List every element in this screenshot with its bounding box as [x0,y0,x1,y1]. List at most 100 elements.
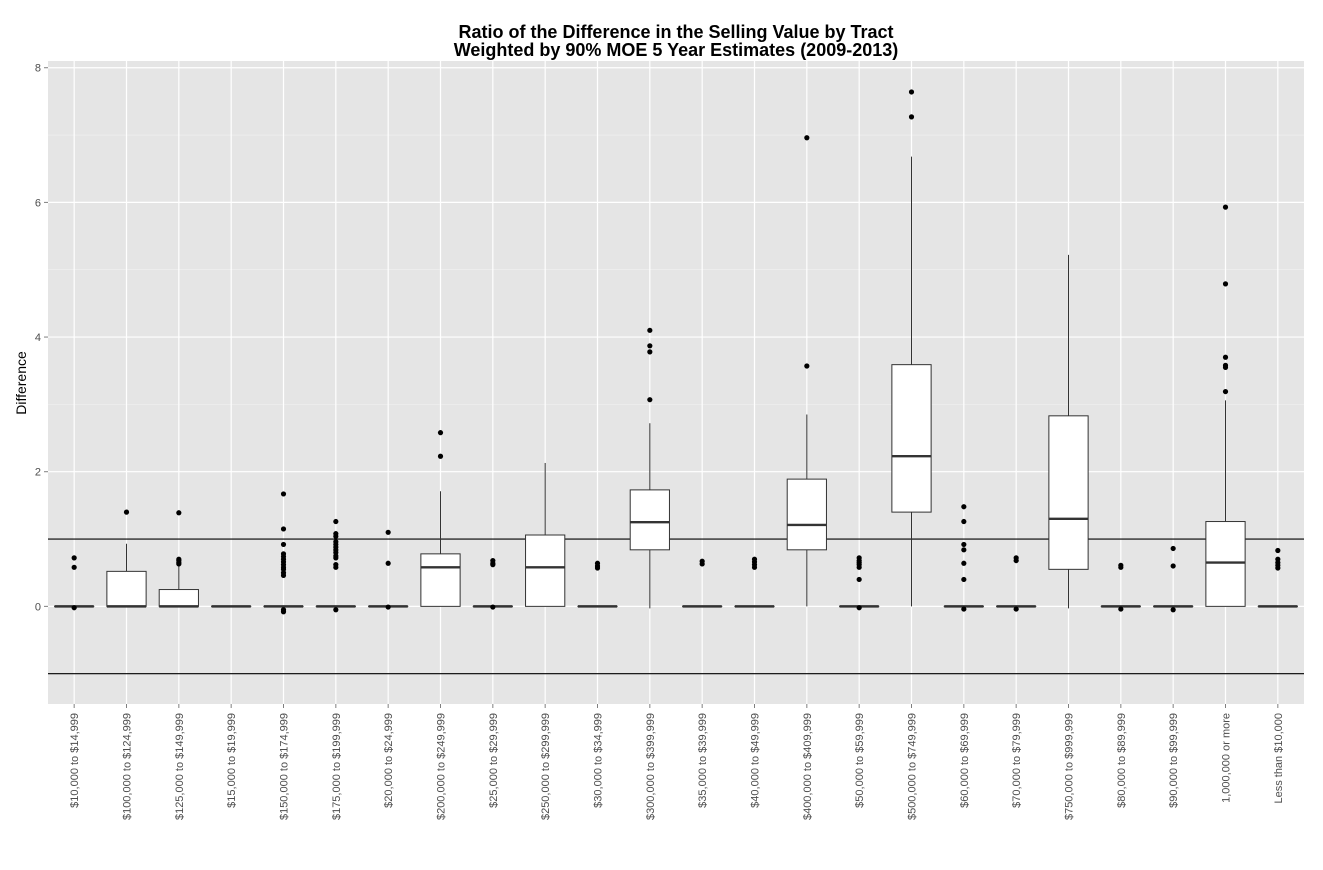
outlier-point [908,89,915,95]
outlier-point [804,135,810,141]
outlier-point [1170,545,1176,552]
outlier-point [385,529,391,535]
outlier-point [123,509,130,515]
outlier-point [961,560,967,566]
outlier-point [961,518,967,525]
box-body [1048,415,1089,570]
outlier-point [594,565,601,571]
outlier-point [385,560,391,566]
box-group [368,529,409,610]
outlier-point [647,327,653,333]
outlier-point [908,114,915,120]
outlier-point [280,609,287,615]
box-group [1153,545,1194,613]
box-group [943,504,984,612]
box-body [1205,521,1246,607]
outlier-point [1118,606,1124,612]
box-group [158,510,199,608]
x-tick-label: $40,000 to $49,999 [750,713,762,808]
outlier-point [699,561,705,567]
y-tick-label: 8 [35,63,41,75]
box-group [315,518,356,613]
outlier-point [333,555,339,561]
x-tick-label: $35,000 to $39,999 [697,713,709,808]
box-group [1100,562,1141,612]
x-tick-label: $200,000 to $249,999 [436,713,448,820]
x-tick-label: $20,000 to $24,999 [383,713,395,808]
box-group [1257,547,1298,608]
y-tick-label: 0 [35,601,41,613]
outlier-point [1275,565,1281,571]
outlier-point [1013,557,1019,564]
outlier-point [1118,564,1124,570]
y-axis-title: Difference [13,351,29,415]
outlier-point [385,604,391,610]
x-tick-label: $10,000 to $14,999 [69,713,81,808]
outlier-point [1170,563,1176,569]
x-tick-label: $50,000 to $59,999 [854,713,866,808]
x-tick-label: 1,000,000 or more [1221,713,1233,803]
outlier-point [856,564,862,570]
outlier-point [961,547,967,553]
outlier-point [176,561,182,567]
outlier-point [490,604,496,610]
box-group [786,135,827,607]
outlier-point [1222,388,1229,395]
outlier-point [71,564,77,570]
y-axis: 0 2 4 6 8 [35,63,48,613]
x-tick-label: $90,000 to $99,999 [1168,713,1180,808]
outlier-point [961,504,967,510]
x-axis: $10,000 to $14,999 $100,000 to $124,999 $1… [69,704,1285,820]
x-tick-label: $150,000 to $174,999 [279,713,291,820]
box-group [1048,254,1089,609]
outlier-point [647,349,653,355]
x-tick-label: $125,000 to $149,999 [174,713,186,820]
outlier-point [280,541,287,548]
box-group [996,555,1037,612]
outlier-point [751,564,758,570]
x-tick-label: $25,000 to $29,999 [488,713,500,808]
outlier-point [437,453,444,459]
outlier-point [71,555,77,561]
outlier-point [961,576,967,583]
box-group [839,555,880,611]
x-tick-label: Less than $10,000 [1273,713,1285,804]
outlier-point [647,397,653,403]
box-group [577,560,618,608]
box-body [158,589,199,607]
box-body [106,570,147,607]
box-group [891,89,932,607]
x-tick-label: $100,000 to $124,999 [122,713,134,820]
box-group [734,556,775,608]
outlier-point [1275,547,1281,554]
chart-subtitle: Weighted by 90% MOE 5 Year Estimates (20… [454,40,899,60]
x-tick-label: $15,000 to $19,999 [226,713,238,808]
outlier-point [280,491,287,497]
outlier-point [333,533,339,539]
x-tick-label: $400,000 to $409,999 [802,713,814,820]
outlier-point [176,510,182,516]
outlier-point [804,363,810,369]
outlier-point [490,562,496,568]
reference-lines [48,538,1304,675]
outlier-point [280,526,287,532]
outlier-point [280,572,287,579]
y-tick-label: 2 [35,467,41,479]
box-body [525,534,566,607]
x-tick-label: $60,000 to $69,999 [959,713,971,808]
box-group [629,327,670,609]
outlier-point [333,518,339,525]
outlier-point [647,343,653,349]
y-tick-label: 6 [35,197,41,209]
chart-title: Ratio of the Difference in the Selling V… [458,22,893,42]
outlier-point [1222,204,1229,210]
outlier-point [71,605,77,611]
outlier-point [856,576,862,583]
outlier-point [1222,364,1229,370]
box-group [54,555,95,611]
x-tick-label: $30,000 to $34,999 [593,713,605,808]
boxes [54,89,1298,615]
box-body [629,489,670,551]
